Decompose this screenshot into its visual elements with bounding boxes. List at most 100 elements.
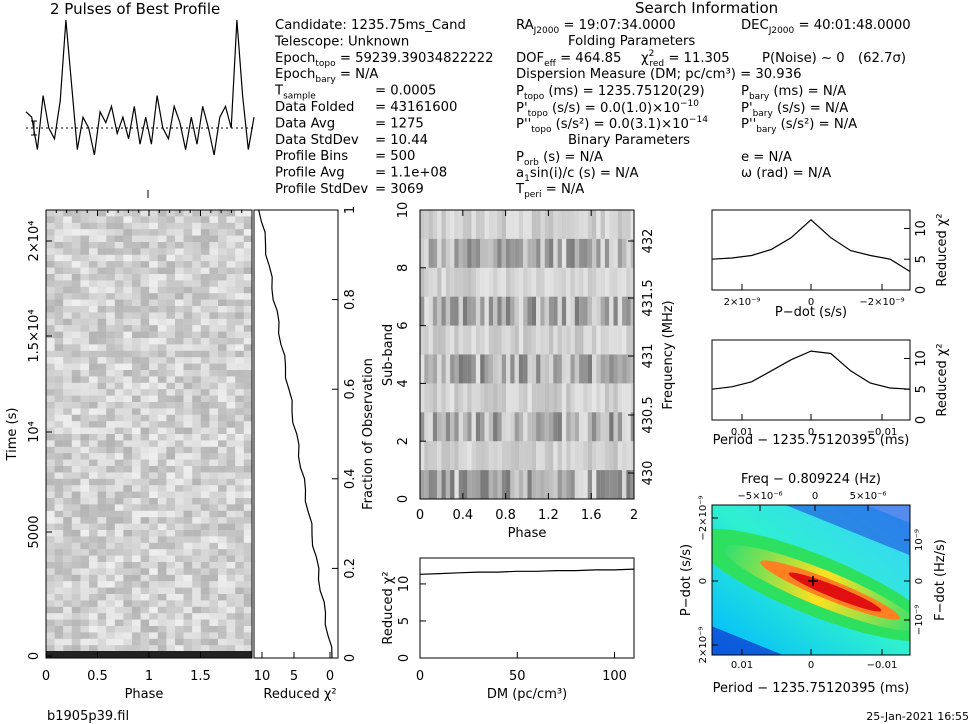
chi2-line: χ2 red = 11.305 bbox=[641, 49, 730, 69]
tick-label: 5×10⁻⁶ bbox=[850, 491, 887, 502]
dm-ylabel: Reduced χ² bbox=[381, 571, 396, 644]
info-row: Telescope: Unknown bbox=[274, 34, 409, 49]
tick-label: 10 bbox=[914, 350, 929, 367]
porb-line: Porb (s) = N/A bbox=[516, 150, 603, 168]
tick-label: 6 bbox=[396, 321, 411, 329]
tick-label: 0 bbox=[812, 491, 818, 502]
tick-label: 1 bbox=[145, 669, 153, 684]
tick-label: −2×10⁻⁹ bbox=[859, 297, 904, 308]
tick-label: 432 bbox=[641, 229, 656, 254]
ptopo-line: Ptopo (ms) = 1235.75120(29) bbox=[516, 84, 705, 102]
period-ylabel: Reduced χ² bbox=[935, 343, 950, 416]
ecc-line: e = N/A bbox=[741, 150, 792, 165]
subband-xlabel: Phase bbox=[508, 526, 547, 541]
pdtopo-line: P'topo (s/s) = 0.0(1.0)×10−10 bbox=[516, 99, 699, 119]
tick-label: 0 bbox=[914, 578, 925, 584]
time-phase-ylabel: Time (s) bbox=[5, 408, 20, 462]
period-xlabel: Period − 1235.75120395 (ms) bbox=[713, 433, 910, 448]
dof-line: DOFeff = 464.85 bbox=[516, 51, 621, 69]
tick-label: 430 bbox=[641, 461, 656, 486]
pdot-ticks: 2×10⁻⁹ 0 −2×10⁻⁹ 0 5 10 bbox=[724, 220, 929, 308]
tick-label: 0 bbox=[416, 669, 424, 684]
tick-label: 10 bbox=[914, 220, 929, 237]
tick-label: 0 bbox=[326, 669, 334, 684]
ppdot-colormap bbox=[712, 505, 910, 655]
tick-label: 0 bbox=[808, 297, 814, 308]
dm-curve bbox=[419, 568, 635, 575]
pbary-line: Pbary (ms) = N/A bbox=[741, 84, 846, 102]
info-value: = 500 bbox=[375, 149, 415, 164]
search-information: Search Information Candidate: 1235.75ms_… bbox=[274, 0, 911, 200]
tick-label: 1.6 bbox=[581, 508, 602, 523]
tick-label: 0.01 bbox=[731, 660, 753, 671]
ppdot-xlabel: Period − 1235.75120395 (ms) bbox=[713, 681, 910, 696]
tperi-line: Tperi = N/A bbox=[515, 182, 584, 200]
freq-title: Freq − 0.809224 (Hz) bbox=[741, 472, 881, 487]
time-phase-ticks: 0 0.5 1 1.5 0 5000 10⁴ 1.5×10⁴ 2×10⁴ bbox=[27, 210, 243, 684]
pddbary-line: P''bary (s/s²) = N/A bbox=[741, 117, 857, 135]
profile-line bbox=[25, 19, 255, 156]
time-phase-panel: 0 0.5 1 1.5 0 5000 10⁴ 1.5×10⁴ 2×10⁴ Phase Time … bbox=[5, 209, 253, 702]
tick-label: 8 bbox=[396, 264, 411, 272]
tick-label: 0 bbox=[343, 654, 358, 662]
time-phase-image bbox=[46, 210, 252, 658]
ppdot-best-marker bbox=[808, 576, 818, 586]
frequency-label: Frequency (MHz) bbox=[661, 300, 676, 409]
tick-label: 430.5 bbox=[641, 396, 656, 433]
tick-label: 5 bbox=[290, 669, 298, 684]
info-row: Epochtopo = 59239.39034822222 bbox=[275, 51, 494, 69]
period-curve bbox=[711, 350, 911, 390]
ppdot-ylabel: P−dot (s/s) bbox=[679, 544, 694, 616]
tick-label: 10⁻⁹ bbox=[914, 529, 925, 551]
subband-image bbox=[420, 210, 634, 499]
tick-label: 0 bbox=[808, 660, 814, 671]
tick-label: 0.5 bbox=[87, 669, 108, 684]
chi2-fraction-panel: 10 5 0 0 0.2 0.4 0.6 0.8 1 Reduced χ² Fraction o… bbox=[253, 206, 376, 702]
ra-line: RAJ2000 = 19:07:34.0000 bbox=[516, 18, 676, 36]
tick-label: 431.5 bbox=[641, 279, 656, 316]
tick-label: −10⁻⁹ bbox=[914, 605, 925, 635]
chi2-fraction-frame bbox=[253, 209, 339, 659]
omega-line: ω (rad) = N/A bbox=[741, 166, 831, 181]
tick-label: 5000 bbox=[27, 515, 42, 548]
tick-label: 0 bbox=[808, 427, 814, 438]
tick-label: −0.01 bbox=[867, 427, 898, 438]
info-row: Profile Avg bbox=[275, 166, 345, 181]
pdot-ylabel: Reduced χ² bbox=[935, 213, 950, 286]
info-value: = 10.44 bbox=[375, 133, 428, 148]
chi2-fraction-ticks: 10 5 0 0 0.2 0.4 0.6 0.8 1 bbox=[254, 206, 358, 684]
tick-label: 100 bbox=[602, 669, 627, 684]
tick-label: 10 bbox=[396, 202, 411, 219]
info-row: Data Avg bbox=[275, 116, 335, 131]
tick-label: 0 bbox=[42, 669, 50, 684]
dm-ticks: 0 50 100 0 5 10 bbox=[397, 576, 627, 684]
sigma: (62.7σ) bbox=[858, 51, 906, 66]
tick-label: 10⁴ bbox=[27, 421, 42, 443]
tick-label: 2×10⁻⁹ bbox=[698, 627, 709, 664]
tick-label: 0 bbox=[416, 508, 424, 523]
tick-label: 5 bbox=[914, 255, 929, 263]
chi2-fraction-line bbox=[258, 209, 333, 659]
filename: b1905p39.fil bbox=[47, 709, 129, 724]
pddtopo-line: P''topo (s/s²) = 0.0(3.1)×10−14 bbox=[516, 115, 708, 135]
tick-label: 0.8 bbox=[343, 289, 358, 310]
dm-xlabel: DM (pc/cm³) bbox=[487, 687, 567, 702]
dec-line: DECJ2000 = 40:01:48.0000 bbox=[741, 18, 911, 36]
info-value: = 43161600 bbox=[375, 100, 457, 115]
tick-label: 50 bbox=[509, 669, 526, 684]
tick-label: 1 bbox=[343, 206, 358, 214]
tick-label: 2 bbox=[630, 508, 638, 523]
info-value: = 1275 bbox=[375, 116, 424, 131]
period-ticks: 0.01 0 −0.01 0 5 10 bbox=[731, 350, 929, 438]
binary-title: Binary Parameters bbox=[568, 133, 690, 148]
subband-ylabel: Sub-band bbox=[381, 324, 396, 386]
tick-label: 0.6 bbox=[343, 379, 358, 400]
fdot-label: F−dot (Hz/s) bbox=[933, 539, 948, 621]
time-phase-xlabel: Phase bbox=[125, 687, 164, 702]
tick-label: 5 bbox=[914, 385, 929, 393]
subband-ticks: 0 0.4 0.8 1.2 1.6 2 0 2 4 6 8 10 430 430.5 431 431.5 432 bbox=[396, 202, 656, 523]
folding-title: Folding Parameters bbox=[568, 34, 695, 49]
subband-frame bbox=[419, 209, 635, 500]
